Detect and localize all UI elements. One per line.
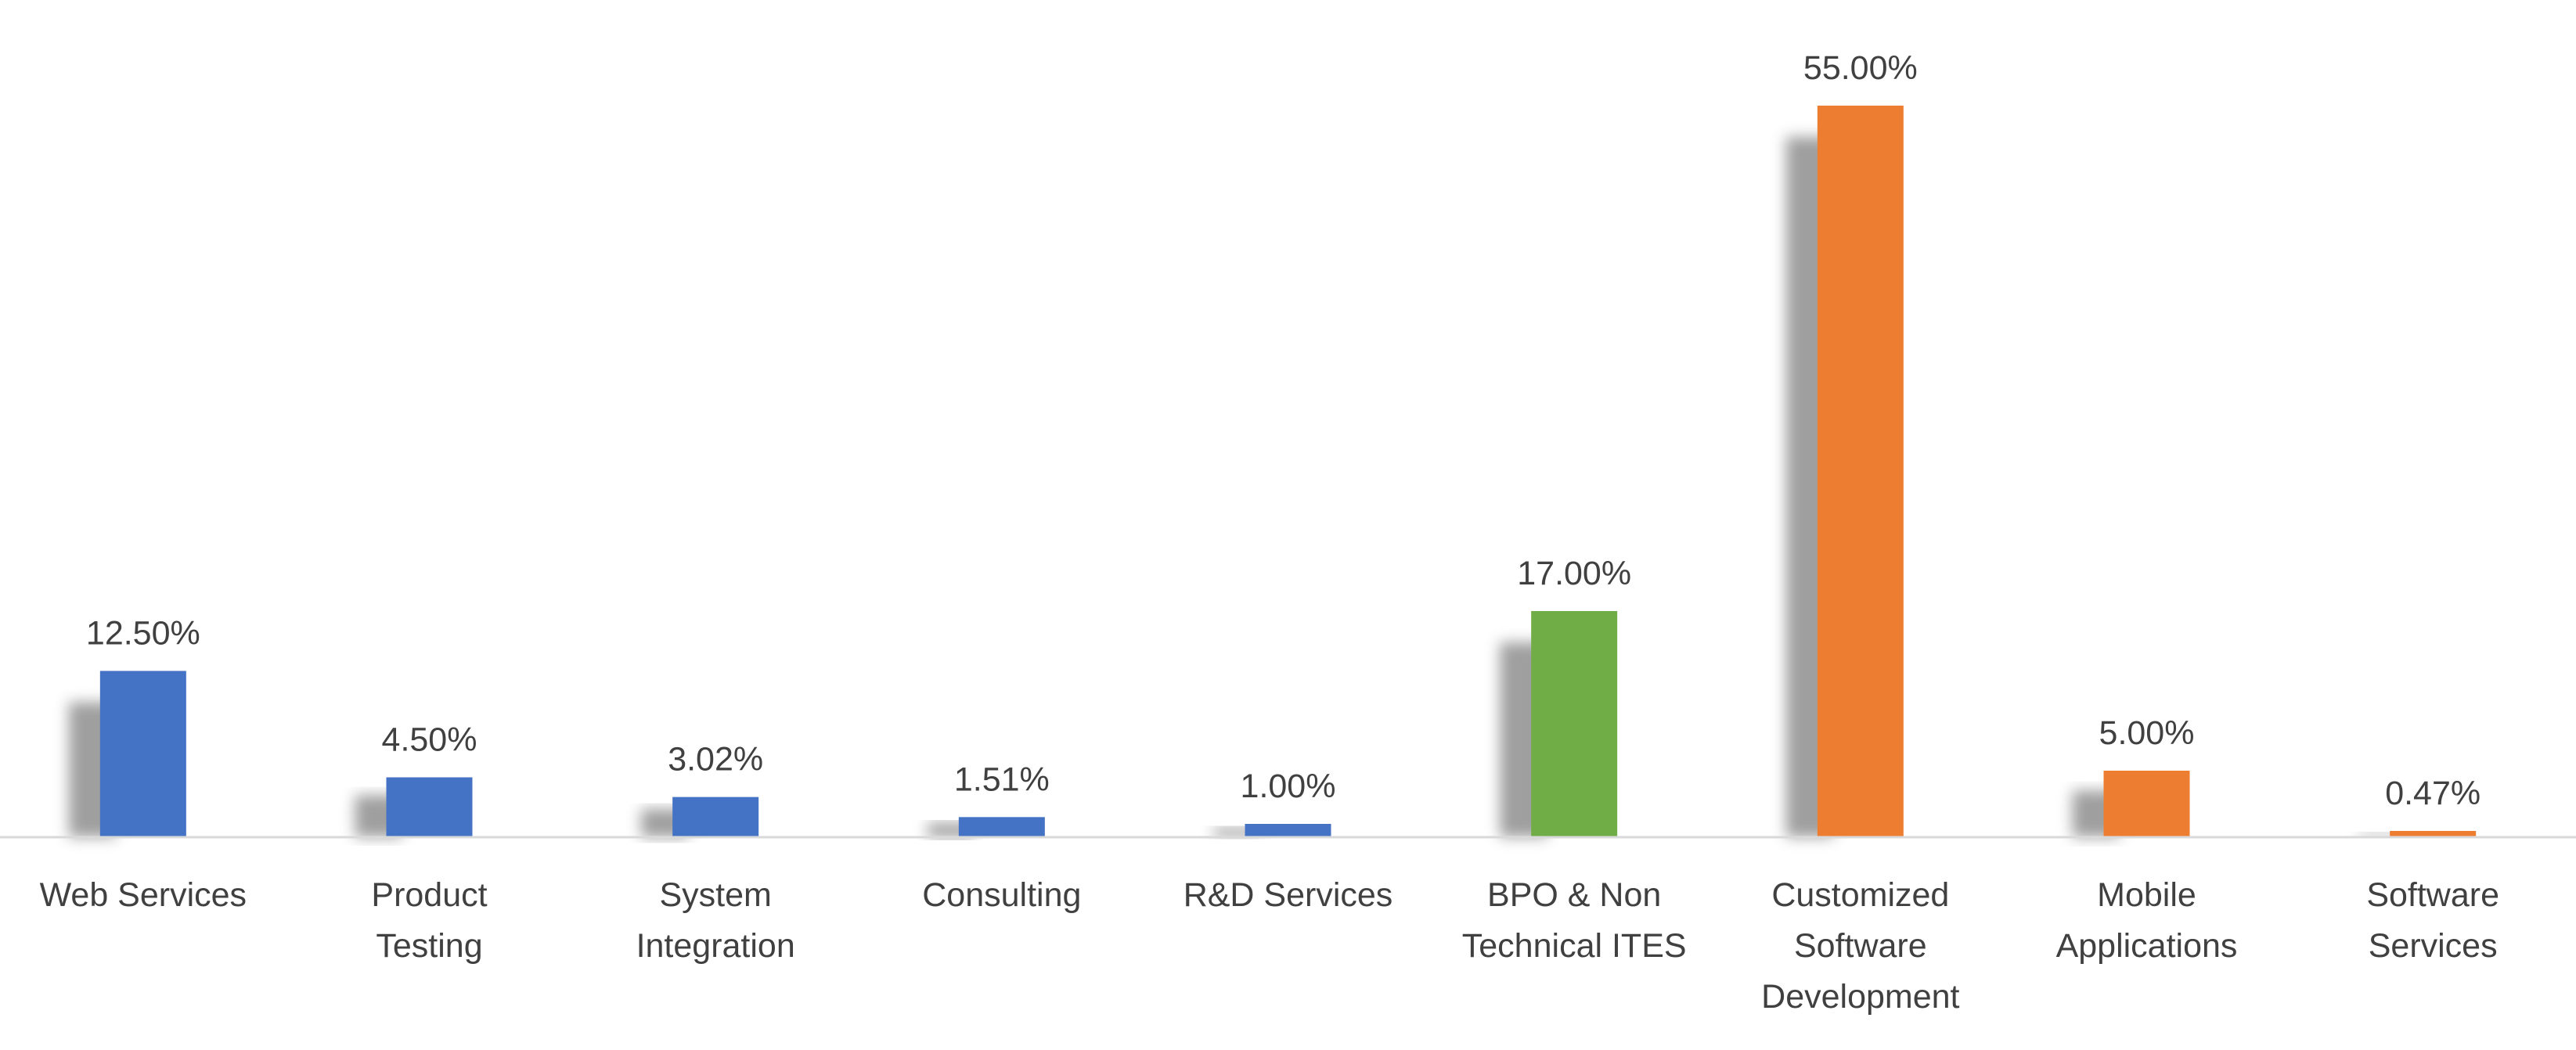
x-tick-label-line: Web Services [40,876,247,914]
x-tick-label-line: Software [2366,876,2499,914]
x-tick-label-line: BPO & Non [1487,876,1661,914]
x-tick-label-line: Applications [2056,927,2238,965]
x-tick-label-line: Testing [376,927,482,965]
x-tick-label-line: Mobile [2097,876,2196,914]
bar [958,817,1045,837]
x-tick-label-line: R&D Services [1184,876,1393,914]
bar [1817,106,1904,837]
x-tick-label-line: Technical ITES [1462,927,1687,965]
data-label: 1.00% [1241,768,1336,805]
x-tick-label-line: Consulting [922,876,1081,914]
data-label: 12.50% [86,615,200,653]
data-label: 0.47% [2385,775,2481,812]
x-tick-label-line: System [659,876,771,914]
x-tick-label: System Integration [636,876,795,965]
bar [386,777,473,837]
x-tick-label: Web Services [40,876,247,914]
bar-shadow [1213,828,1261,837]
data-label: 55.00% [1803,49,1918,87]
bar-shadow [2358,832,2406,837]
x-tick-label: Mobile Applications [2056,876,2238,965]
x-tick-label: Consulting [922,876,1081,914]
x-tick-label: R&D Services [1184,876,1393,914]
x-tick-label-line: Product [371,876,487,914]
bar [2390,831,2477,837]
x-tick-label: Product Testing [371,876,487,965]
x-tick-label-line: Customized [1771,876,1949,914]
data-label: 5.00% [2099,714,2195,752]
x-tick-label: Customized Software Development [1761,876,1959,1016]
bar [1245,824,1331,837]
bars [99,106,2477,837]
bar [99,671,186,837]
bar [1531,611,1618,837]
x-tick-label-line: Services [2369,927,2498,965]
x-tick-label-line: Software [1794,927,1927,965]
x-tick-labels: Web Services Product Testing System Integrat… [40,876,2499,1016]
data-label: 17.00% [1517,555,1631,592]
x-tick-label: Software Services [2366,876,2499,965]
x-tick-label-line: Development [1761,978,1959,1016]
bar [2103,771,2190,837]
bar [672,796,759,837]
x-tick-label: BPO & Non Technical ITES [1462,876,1687,965]
data-label: 4.50% [382,721,477,759]
data-labels: 12.50% 4.50% 3.02% 1.51% 1.00% 17.00% 55.00% 5.… [86,49,2481,812]
data-label: 3.02% [668,741,763,779]
x-tick-label-line: Integration [636,927,795,965]
data-label: 1.51% [954,761,1050,798]
